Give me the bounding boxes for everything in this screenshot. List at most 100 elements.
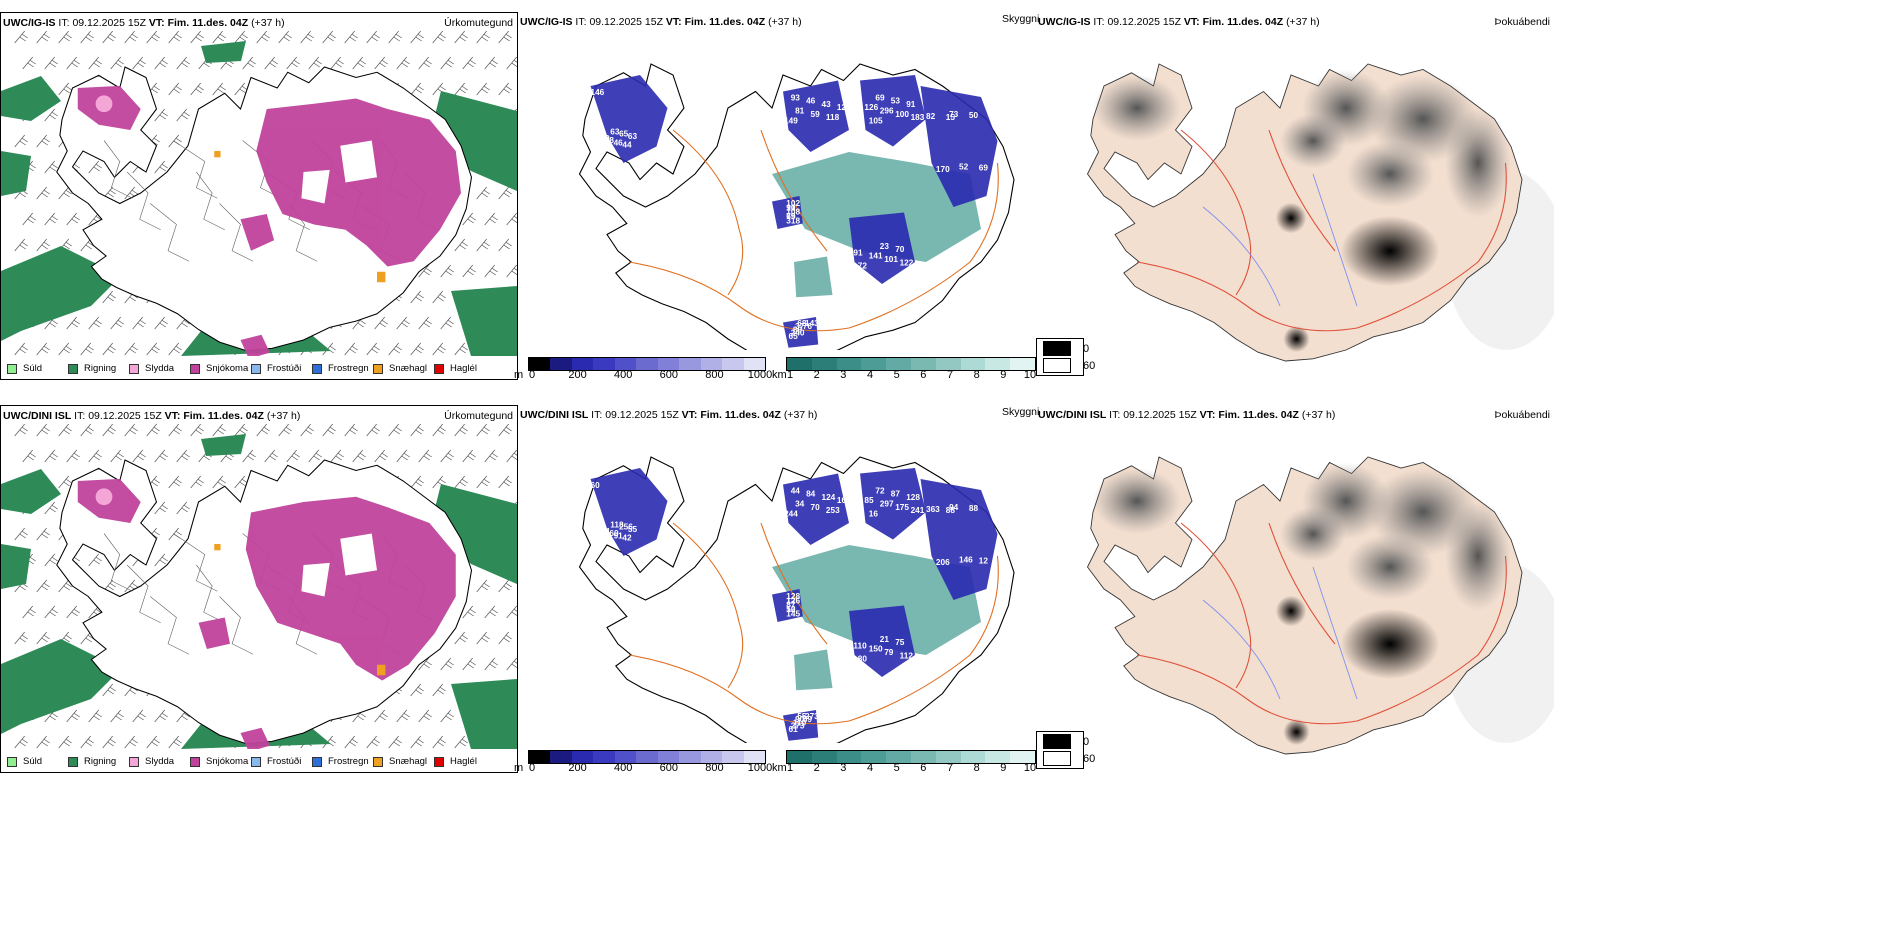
legend-item: Rigning [68,756,116,767]
precip-map [1,31,517,356]
colorbar-step [614,751,637,763]
visibility-colorbar-tick: 2 [813,369,820,381]
fog-legend-value: 0 [1083,342,1090,355]
cloud-base-value: 63 [628,132,638,141]
cloud-base-value: 79 [786,212,796,221]
visibility-colorbar [786,750,1036,764]
fog-indicator-title: Þokuábendi [1494,16,1550,28]
fog-legend: 0 60 [1036,731,1095,769]
colorbar-step [1010,751,1035,763]
colorbar-step [886,358,911,370]
colorbar-step [743,358,765,370]
fog-legend-value: 0 [1083,735,1090,748]
cloud-base-value: 126 [864,103,878,112]
cloud-base-value: 76 [803,322,813,331]
cloud-base-colorbar-tick: 0 [528,369,536,381]
cloud-base-value: 50 [786,605,796,614]
cloud-base-value: 94 [949,503,959,512]
precip-map [1,424,517,749]
fog-indicator-title: Þokuábendi [1494,409,1550,421]
colorbar-step [700,751,723,763]
cloud-base-value: 98 [605,136,615,145]
legend-swatch [434,756,444,767]
cloud-base-panel-row2: UWC/DINI ISL IT: 09.12.2025 15Z VT: Fim.… [514,405,1036,774]
colorbar-step [861,751,887,763]
cloud-base-value: 37 [795,322,805,331]
fog-indicator-panel-row2: Skyggni UWC/DINI ISL IT: 09.12.2025 15Z … [1002,405,1554,773]
cloud-base-value: 65 [786,212,796,221]
colorbar-step [1010,358,1035,370]
cloud-base-value: 206 [936,558,950,567]
panel-title: UWC/DINI ISL IT: 09.12.2025 15Z VT: Fim.… [520,409,818,421]
cloud-base-value: 146 [959,556,973,565]
fog-legend-item: 0 [1043,734,1089,749]
cloud-base-colorbar-tick: 400 [614,369,633,381]
cloud-base-colorbar-tick: 1000 [747,369,773,381]
cloud-base-value: 143 [805,319,819,328]
cloud-base-value: 73 [949,110,959,119]
cloud-base-value: 63 [610,127,620,136]
legend-item: Frostúði [251,756,301,767]
cloud-base-value: 50 [969,111,979,120]
cloud-base-value: 108 [786,208,800,217]
cloud-base-value: 297 [880,500,894,509]
visibility-colorbar-tick: 9 [1000,369,1007,381]
legend-label: Slydda [145,756,175,767]
visibility-colorbar-tick: 3 [840,762,847,774]
cloud-base-value: 80 [858,655,868,664]
cloud-base-value: 72 [875,486,885,495]
cloud-base-value: 75 [895,638,905,647]
visibility-colorbar-tick: 8 [973,762,980,774]
cloud-base-value: 69 [875,93,885,102]
cloud-base-panel-row1: UWC/IG-IS IT: 09.12.2025 15Z VT: Fim. 11… [514,12,1036,381]
cloud-base-value: 318 [786,216,800,225]
colorbar-step [722,358,744,370]
cloud-base-colorbar-tick: 600 [659,762,678,774]
colorbar-step [935,751,961,763]
fog-map [1086,63,1554,362]
legend-label: Frostregn [328,363,369,374]
fog-legend: 0 60 [1036,338,1095,376]
legend-item: Súld [7,363,42,374]
cloud-base-value: 166 [837,496,851,505]
cloud-base-value: 128 [906,493,920,502]
legend-swatch [7,756,17,767]
fog-legend-item: 0 [1043,341,1089,356]
colorbar-step [550,358,572,370]
legend-label: Snjókoma [206,363,249,374]
cloud-base-value: 87 [891,490,901,499]
panel-title: UWC/DINI ISL IT: 09.12.2025 15Z VT: Fim.… [3,410,301,422]
legend-label: Snjókoma [206,756,249,767]
legend-swatch [434,363,444,374]
colorbar-step [836,358,862,370]
visibility-colorbar-tick: 1 [786,762,794,774]
colorbar-step [985,358,1011,370]
colorbar-step [787,751,812,763]
panel-title: UWC/DINI ISL IT: 09.12.2025 15Z VT: Fim.… [1038,409,1336,421]
cloud-base-value: 273 [805,712,819,721]
colorbars: m 0 200 400 600 800 1000 km 1 2 3 4 5 6 7 8 9 10 [514,357,1036,381]
colorbar-step [861,358,887,370]
cloud-base-value: 244 [784,509,798,518]
cloud-base-value: 101 [884,255,898,264]
cloud-base-value: 90 [795,715,805,724]
colorbar-step [529,751,551,763]
visibility-colorbar-tick: 2 [813,762,820,774]
cloud-base-value: 126 [786,596,800,605]
colorbar-step [679,358,701,370]
colorbar-step [910,751,936,763]
precip-type-title: Úrkomutegund [444,17,513,29]
colorbar-step [571,358,594,370]
cloud-base-value: 214 [596,527,610,536]
visibility-colorbar-tick: 7 [946,762,954,774]
cloud-base-value: 70 [895,245,905,254]
colorbar-step [935,358,961,370]
cloud-base-colorbar-tick: 600 [659,369,678,381]
cloud-base-value: 43 [822,100,832,109]
cloud-base-value: 160 [605,529,619,538]
visibility-colorbar-tick: 6 [920,369,927,381]
cloud-base-value: 55 [628,525,638,534]
cloud-base-value: 330 [596,134,610,143]
cloud-base-value: 55 [797,712,807,721]
legend-label: Snæhagl [389,756,428,767]
